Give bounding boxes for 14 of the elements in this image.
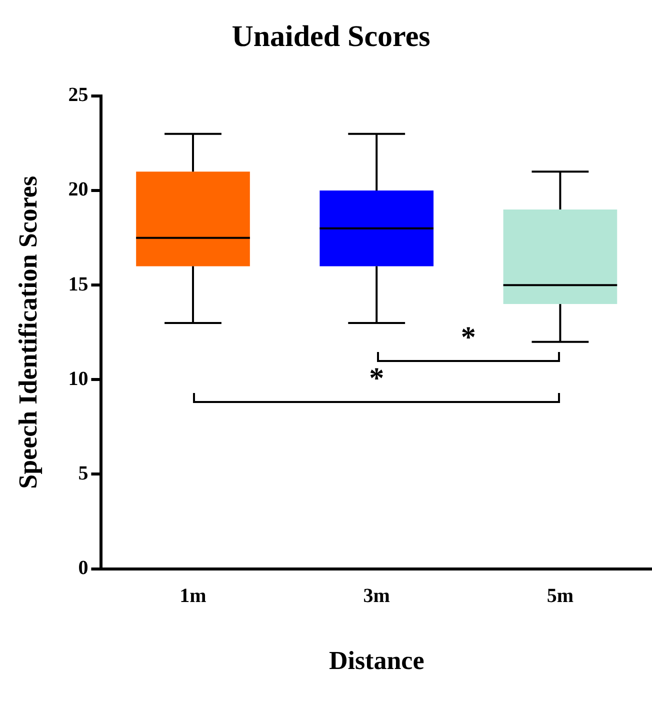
annotation: * <box>369 362 384 396</box>
x-tick-label: 1m <box>180 584 207 607</box>
y-tick-label: 15 <box>68 273 88 296</box>
y-tick-label: 0 <box>78 556 88 579</box>
annotation: * <box>460 320 476 354</box>
chart-title: Unaided Scores <box>232 20 430 53</box>
x-tick-label: 3m <box>363 584 390 607</box>
x-tick-label: 5m <box>546 584 574 607</box>
y-tick-label: 20 <box>68 178 88 201</box>
x-axis-title: Distance <box>328 646 424 676</box>
y-tick-label: 5 <box>78 462 88 484</box>
y-tick-label: 10 <box>68 368 88 390</box>
y-axis-title: Speech Identification Scores <box>13 176 42 489</box>
y-tick-label: 25 <box>68 84 88 106</box>
